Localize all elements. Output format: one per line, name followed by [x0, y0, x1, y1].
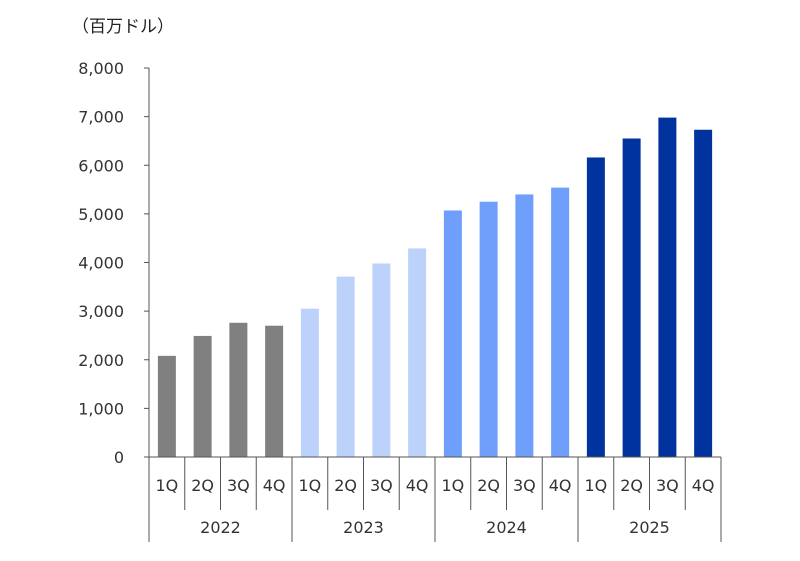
bar-2025-2Q	[622, 138, 641, 457]
year-label: 2024	[486, 518, 527, 537]
bar-2024-2Q	[479, 201, 498, 457]
quarter-label: 4Q	[406, 476, 429, 495]
quarter-label: 2Q	[620, 476, 643, 495]
bar-2022-4Q	[265, 325, 284, 457]
quarter-label: 2Q	[334, 476, 357, 495]
bar-2024-4Q	[551, 187, 570, 457]
quarter-label: 1Q	[155, 476, 178, 495]
x-axis: 1Q 2Q 3Q 4Q 1Q 2Q 3Q 4Q 1Q 2Q 3Q 4Q 1Q 2Q 3Q 4Q 2022 2023…	[148, 456, 722, 542]
year-label: 2025	[629, 518, 670, 537]
quarter-label: 1Q	[298, 476, 321, 495]
quarter-label: 1Q	[584, 476, 607, 495]
bar-2022-2Q	[193, 335, 212, 457]
y-tick-label: 5,000	[78, 205, 124, 224]
quarter-label: 3Q	[227, 476, 250, 495]
bar-2024-3Q	[515, 194, 534, 458]
bar-2025-3Q	[658, 117, 677, 457]
y-tick-label: 0	[114, 448, 124, 467]
y-tick-label: 7,000	[78, 108, 124, 127]
bar-2024-1Q	[443, 210, 462, 457]
quarter-label: 3Q	[656, 476, 679, 495]
quarter-label: 2Q	[477, 476, 500, 495]
bar-2023-1Q	[300, 308, 319, 457]
bar-2023-4Q	[408, 248, 427, 457]
bar-2023-3Q	[372, 263, 391, 457]
quarter-label: 1Q	[441, 476, 464, 495]
quarter-label: 4Q	[549, 476, 572, 495]
bars	[157, 117, 713, 458]
bar-2025-4Q	[694, 129, 713, 457]
y-axis: 0 1,000 2,000 3,000 4,000 5,000 6,000 7,000 8,00…	[78, 59, 150, 467]
year-label: 2022	[200, 518, 241, 537]
y-tick-label: 6,000	[78, 156, 124, 175]
bar-2022-3Q	[229, 322, 248, 457]
y-tick-label: 8,000	[78, 59, 124, 78]
year-label: 2023	[343, 518, 384, 537]
quarter-label: 3Q	[370, 476, 393, 495]
quarter-label: 2Q	[191, 476, 214, 495]
quarter-label: 4Q	[692, 476, 715, 495]
bar-2022-1Q	[157, 355, 176, 457]
y-tick-label: 4,000	[78, 254, 124, 273]
bar-2023-2Q	[336, 276, 355, 457]
quarter-label: 3Q	[513, 476, 536, 495]
y-tick-label: 1,000	[78, 399, 124, 418]
quarter-label: 4Q	[263, 476, 286, 495]
y-tick-label: 2,000	[78, 351, 124, 370]
y-tick-label: 3,000	[78, 302, 124, 321]
bar-2025-1Q	[586, 157, 605, 457]
unit-label: （百万ドル）	[72, 17, 174, 37]
